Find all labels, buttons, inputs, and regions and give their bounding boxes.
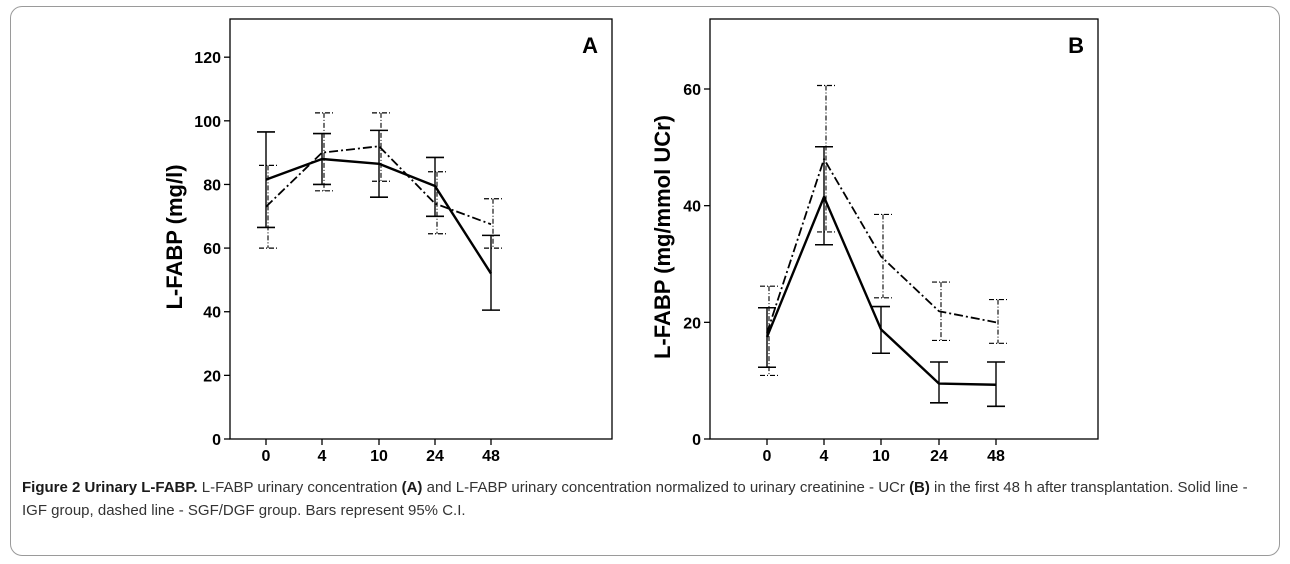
y-tick-label-a-60: 60 — [203, 241, 221, 258]
x-tick-label-b-4: 4 — [820, 448, 829, 465]
chart-panel-b: 0 20 40 60 0 4 10 24 48Time post-transplant (h) L… — [650, 18, 1099, 470]
x-tick-label-a-24: 24 — [426, 448, 444, 465]
caption-text-2: and L-FABP urinary concentration normali… — [422, 479, 910, 496]
x-tick-label-a-10: 10 — [370, 448, 388, 465]
x-axis-label-b: Time post-transplant (h) — [778, 466, 1029, 470]
plot-frame-b — [709, 18, 1099, 440]
x-tick-label-b-10: 10 — [872, 448, 890, 465]
x-tick-label-a-0: 0 — [262, 448, 271, 465]
y-tick-label-b-60: 60 — [683, 82, 701, 99]
series-line-dashed-b — [766, 158, 997, 334]
figure-caption: Figure 2 Urinary L-FABP. L-FABP urinary … — [22, 476, 1267, 522]
y-tick-label-a-100: 100 — [194, 114, 221, 131]
series-line-dashed-a — [265, 145, 492, 226]
panel-label-b: B — [1068, 33, 1084, 58]
x-tick-label-b-0: 0 — [763, 448, 772, 465]
series-line-solid-a — [265, 157, 493, 275]
panel-label-a: A — [582, 33, 598, 58]
chart-panel-a: 0 20 40 60 80 100 120 0 4 10 24 48Time post-transpl… — [162, 18, 613, 470]
y-tick-label-a-40: 40 — [203, 305, 221, 322]
y-tick-label-a-0: 0 — [212, 432, 221, 449]
y-tick-label-b-20: 20 — [683, 315, 701, 332]
plot-frame-a — [229, 18, 613, 440]
figure-charts: 02040608010012004102448Time post-transpl… — [162, 18, 1099, 470]
y-axis-label-b: L-FABP (mg/mmol UCr) — [650, 115, 675, 359]
series-line-solid-b — [765, 195, 997, 386]
caption-text-3: in the first 48 h after transplantation.… — [22, 479, 1248, 519]
caption-ref-a: (A) — [401, 479, 423, 496]
y-tick-label-a-120: 120 — [194, 50, 221, 67]
y-tick-label-a-20: 20 — [203, 368, 221, 385]
x-tick-label-b-24: 24 — [930, 448, 948, 465]
x-axis-label-a: Time post-transplant (h) — [295, 466, 546, 470]
y-tick-label-b-0: 0 — [692, 432, 701, 449]
caption-ref-b: (B) — [909, 479, 930, 496]
figure-frame — [10, 6, 1280, 556]
caption-figure-label: Figure 2 Urinary L-FABP. — [22, 479, 198, 496]
x-tick-label-a-48: 48 — [482, 448, 500, 465]
y-tick-label-a-80: 80 — [203, 177, 221, 194]
x-tick-label-b-48: 48 — [987, 448, 1005, 465]
x-tick-label-a-4: 4 — [318, 448, 327, 465]
y-tick-label-b-40: 40 — [683, 199, 701, 216]
caption-text-1: L-FABP urinary concentration — [197, 479, 402, 496]
y-axis-label-a: L-FABP (mg/l) — [162, 164, 187, 309]
